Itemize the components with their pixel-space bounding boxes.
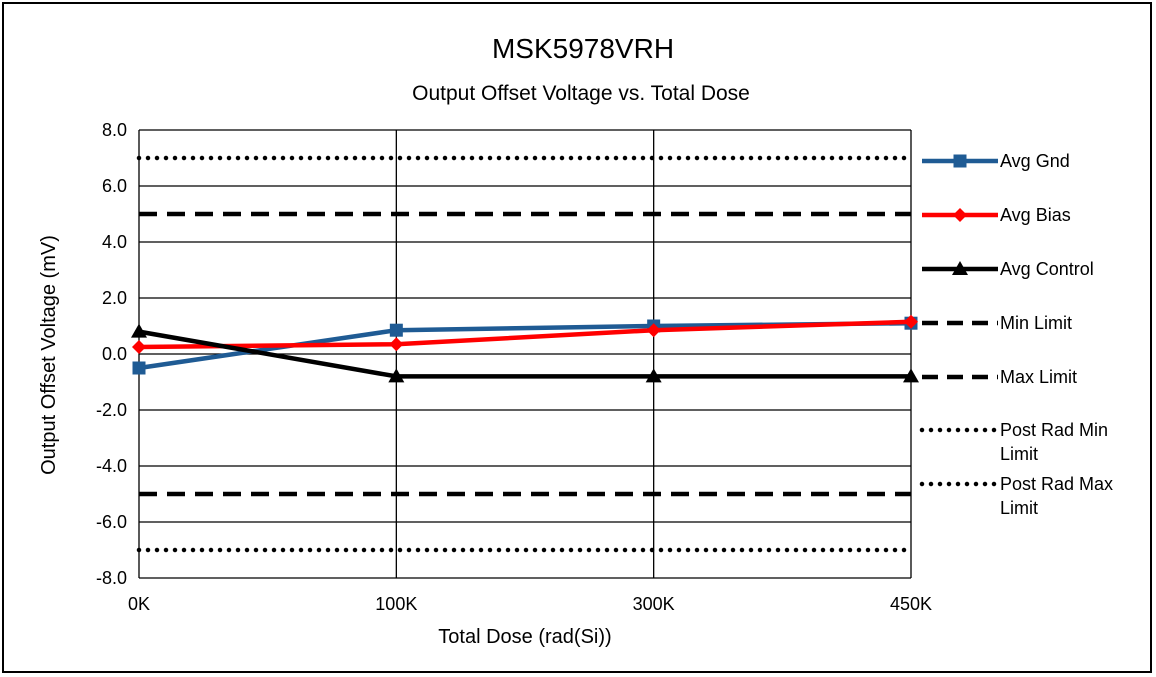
legend: Avg Gnd Avg Bias Avg Control Min Limit Max L… <box>919 151 1113 518</box>
data-point-avg-bias <box>904 314 918 329</box>
x-tick-label: 450K <box>890 594 932 614</box>
legend-label: Post Rad Max Limit <box>1000 474 1113 518</box>
y-tick-label: -4.0 <box>96 456 127 476</box>
y-tick-label: 2.0 <box>102 288 127 308</box>
y-tick-label: -6.0 <box>96 512 127 532</box>
data-point-avg-gnd <box>132 361 146 375</box>
y-tick-label: 8.0 <box>102 120 127 140</box>
legend-item-max-limit: Max Limit <box>922 367 1077 387</box>
legend-item-avg-control: Avg Control <box>922 259 1094 279</box>
series-line-avg-control <box>138 329 911 379</box>
data-point-avg-control <box>388 368 405 383</box>
chart-title: MSK5978VRH <box>492 33 674 64</box>
legend-label: Avg Control <box>1000 259 1094 279</box>
data-point-avg-control <box>131 323 147 338</box>
legend-label: Post Rad Min Limit <box>1000 420 1108 464</box>
legend-label: Avg Bias <box>1000 205 1071 225</box>
data-point-avg-control <box>903 368 919 383</box>
legend-item-post-rad-min-limit: Post Rad Min Limit <box>919 420 1108 464</box>
legend-item-avg-gnd: Avg Gnd <box>922 151 1070 171</box>
legend-marker <box>953 208 967 222</box>
chart-subtitle: Output Offset Voltage vs. Total Dose <box>412 82 750 105</box>
x-tick-label: 300K <box>633 594 675 614</box>
x-tick-label: 0K <box>128 594 150 614</box>
y-tick-label: -8.0 <box>96 568 127 588</box>
x-axis-title: Total Dose (rad(Si)) <box>438 626 611 648</box>
y-tick-label: 6.0 <box>102 176 127 196</box>
legend-item-post-rad-max-limit: Post Rad Max Limit <box>919 474 1113 518</box>
data-point-avg-bias <box>389 337 404 352</box>
plot-area: 8.0 6.0 4.0 2.0 0.0 -2.0 -4.0 -6.0 -8.00K 100K 300… <box>96 120 932 614</box>
y-tick-label: -2.0 <box>96 400 127 420</box>
y-tick-label: 0.0 <box>102 344 127 364</box>
data-point-avg-bias <box>646 323 661 338</box>
data-point-avg-bias <box>132 340 146 354</box>
legend-marker <box>952 261 968 275</box>
x-tick-label: 100K <box>375 594 417 614</box>
legend-item-min-limit: Min Limit <box>922 313 1072 333</box>
data-point-avg-gnd <box>389 323 403 337</box>
data-point-avg-control <box>645 368 662 383</box>
legend-label: Max Limit <box>1000 367 1077 387</box>
series-line-avg-bias <box>138 319 912 350</box>
legend-label: Avg Gnd <box>1000 151 1070 171</box>
legend-item-avg-bias: Avg Bias <box>922 205 1071 225</box>
legend-label: Min Limit <box>1000 313 1072 333</box>
y-axis-title: Output Offset Voltage (mV) <box>38 235 60 475</box>
legend-marker <box>953 154 967 168</box>
y-tick-label: 4.0 <box>102 232 127 252</box>
